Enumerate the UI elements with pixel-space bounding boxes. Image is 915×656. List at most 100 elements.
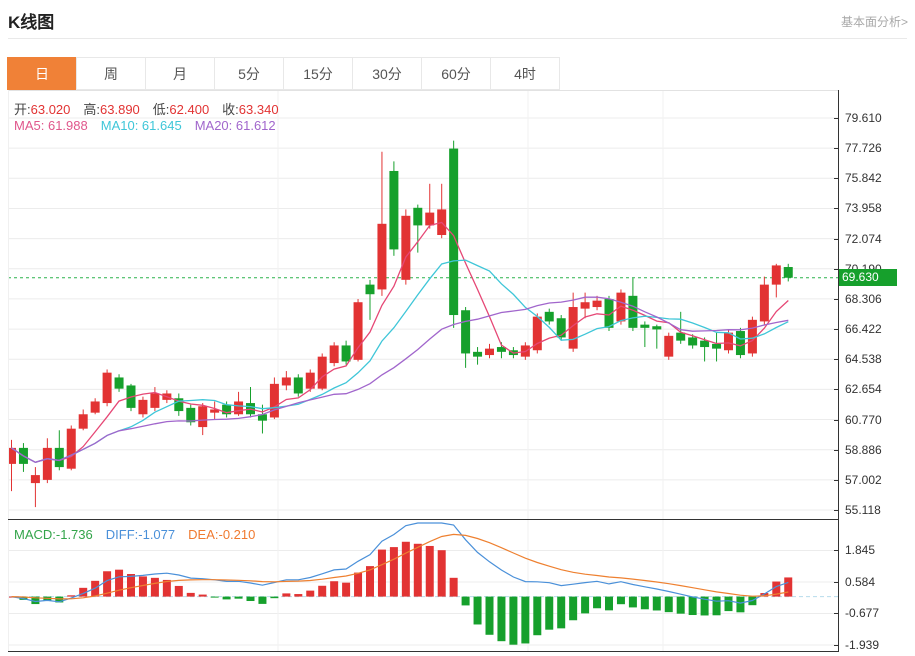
candle[interactable]	[413, 204, 423, 253]
candle[interactable]	[66, 425, 76, 471]
chart-top-border	[8, 90, 838, 91]
candlestick-chart[interactable]	[7, 90, 838, 519]
axis-tick-label: 57.002	[845, 473, 882, 487]
candle[interactable]	[30, 467, 40, 508]
tab-4hour[interactable]: 4时	[490, 57, 560, 90]
candle[interactable]	[114, 374, 124, 392]
price-axis-line	[838, 90, 839, 652]
candle[interactable]	[640, 321, 650, 348]
candle[interactable]	[54, 430, 64, 471]
axis-tick	[834, 239, 838, 240]
macd-histogram-bar	[760, 593, 769, 597]
axis-tick-label: 60.770	[845, 413, 882, 427]
axis-tick	[834, 208, 838, 209]
candle[interactable]	[747, 316, 757, 357]
candle[interactable]	[712, 332, 722, 362]
candle[interactable]	[461, 307, 471, 368]
candle[interactable]	[759, 276, 769, 325]
candle[interactable]	[616, 289, 626, 325]
candle[interactable]	[353, 299, 363, 362]
candle[interactable]	[210, 401, 220, 420]
macd-histogram-bar	[569, 596, 578, 621]
macd-histogram-bar	[210, 596, 219, 598]
tab-30min[interactable]: 30分	[352, 57, 422, 90]
candle[interactable]	[186, 404, 196, 426]
candle[interactable]	[150, 387, 160, 412]
candle[interactable]	[138, 396, 148, 418]
axis-tick	[834, 645, 838, 646]
candle[interactable]	[532, 313, 542, 354]
candle[interactable]	[735, 327, 745, 359]
candle[interactable]	[246, 387, 255, 418]
macd-histogram-bar	[377, 549, 386, 597]
candle[interactable]	[90, 398, 100, 415]
axis-tick-label: 1.845	[845, 543, 876, 557]
candle[interactable]	[604, 295, 614, 332]
candle[interactable]	[365, 279, 375, 320]
current-price-badge: 69.630	[839, 269, 897, 286]
candle[interactable]	[544, 308, 554, 325]
candle[interactable]	[485, 343, 494, 359]
candle[interactable]	[688, 334, 698, 349]
ma10-line	[11, 259, 789, 463]
candle[interactable]	[174, 393, 184, 416]
macd-chart-panel[interactable]	[7, 520, 838, 651]
candle[interactable]	[198, 403, 208, 436]
macd-histogram-bar	[31, 596, 40, 605]
candle[interactable]	[676, 311, 686, 344]
candle[interactable]	[652, 324, 662, 349]
candle[interactable]	[473, 347, 483, 365]
macd-histogram-bar	[676, 596, 685, 614]
candle[interactable]	[257, 404, 267, 434]
candle[interactable]	[425, 183, 435, 229]
candle[interactable]	[42, 438, 52, 484]
tab-5min[interactable]: 5分	[214, 57, 284, 90]
candle[interactable]	[234, 391, 244, 416]
candle[interactable]	[389, 161, 399, 256]
candle[interactable]	[317, 353, 327, 391]
candle[interactable]	[449, 140, 459, 328]
candle[interactable]	[556, 315, 566, 341]
candle[interactable]	[664, 332, 674, 360]
axis-tick-label: 79.610	[845, 111, 882, 125]
axis-tick	[834, 420, 838, 421]
candle[interactable]	[329, 342, 339, 367]
ohlc-high: 高:63.890	[83, 102, 140, 117]
macd-histogram-bar	[138, 576, 147, 597]
candle[interactable]	[281, 371, 291, 391]
axis-tick	[834, 480, 838, 481]
axis-tick	[834, 613, 838, 614]
axis-tick-label: -1.939	[845, 638, 880, 652]
candle[interactable]	[628, 278, 638, 332]
macd-chart[interactable]	[7, 520, 838, 651]
candle[interactable]	[437, 183, 447, 239]
macd-histogram-bar	[593, 596, 602, 609]
macd-value: MACD:-1.736	[14, 527, 93, 542]
chart-left-border	[8, 90, 9, 651]
candle[interactable]	[377, 151, 387, 296]
macd-histogram-bar	[318, 585, 327, 597]
price-chart-panel[interactable]	[7, 90, 838, 519]
tab-15min[interactable]: 15分	[283, 57, 353, 90]
ma5-value: MA5: 61.988	[14, 118, 88, 133]
axis-tick-label: 77.726	[845, 141, 882, 155]
candle[interactable]	[305, 369, 315, 392]
candle[interactable]	[78, 409, 88, 431]
candle[interactable]	[401, 209, 411, 285]
candle[interactable]	[783, 263, 793, 282]
candle[interactable]	[568, 292, 578, 352]
tab-60min[interactable]: 60分	[421, 57, 491, 90]
tab-month[interactable]: 月	[145, 57, 215, 90]
candle[interactable]	[700, 337, 710, 362]
candle[interactable]	[269, 377, 279, 420]
candle[interactable]	[293, 374, 303, 397]
candle[interactable]	[771, 263, 781, 298]
candle[interactable]	[102, 369, 112, 407]
candle[interactable]	[580, 292, 590, 319]
fundamental-analysis-link[interactable]: 基本面分析>	[840, 15, 908, 29]
candle[interactable]	[592, 295, 602, 311]
candle[interactable]	[341, 340, 351, 365]
axis-tick	[834, 148, 838, 149]
tab-week[interactable]: 周	[76, 57, 146, 90]
tab-day[interactable]: 日	[7, 57, 77, 90]
